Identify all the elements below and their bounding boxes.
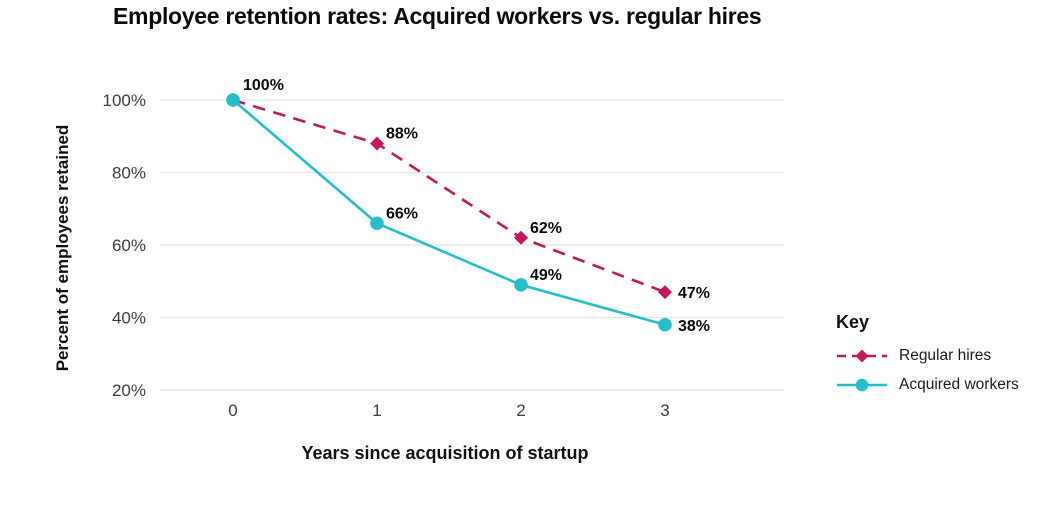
y-tick-label: 20% <box>112 381 146 400</box>
data-point-regular-hires-1 <box>370 136 384 151</box>
data-label-regular-hires-3: 47% <box>678 285 710 302</box>
data-point-regular-hires-3 <box>658 285 672 300</box>
y-tick-label: 40% <box>112 309 146 328</box>
line-acquired-workers <box>232 99 666 327</box>
data-point-acquired-workers-0 <box>226 93 240 107</box>
legend-marker-circle <box>855 378 869 391</box>
data-label-regular-hires-1: 88% <box>386 126 418 143</box>
legend-label: Acquired workers <box>899 375 1019 393</box>
legend-title: Key <box>836 312 870 332</box>
x-tick-label: 1 <box>372 401 381 420</box>
legend-marker-diamond <box>855 349 869 362</box>
data-point-acquired-workers-3 <box>658 317 672 332</box>
legend-label: Regular hires <box>899 346 992 364</box>
data-point-regular-hires-2 <box>514 230 528 245</box>
y-tick-label: 80% <box>112 164 146 183</box>
data-label-acquired-workers-0: 100% <box>243 77 284 94</box>
x-axis-label: Years since acquisition of startup <box>301 443 589 463</box>
y-tick-label: 100% <box>103 91 146 110</box>
legend-swatch-acquired-workers <box>837 378 887 391</box>
x-tick-label: 0 <box>228 401 237 420</box>
legend-item-acquired-workers: Acquired workers <box>836 370 1019 399</box>
legend-swatch-regular-hires <box>837 349 887 362</box>
legend-items: Regular hires Acquired workers <box>836 341 1019 399</box>
line-regular-hires <box>232 98 666 294</box>
data-label-acquired-workers-2: 49% <box>530 267 562 284</box>
y-axis-label: Percent of employees retained <box>53 124 72 372</box>
legend-item-regular-hires: Regular hires <box>836 341 1019 370</box>
data-label-acquired-workers-3: 38% <box>678 318 710 335</box>
x-tick-label: 2 <box>516 401 525 420</box>
data-point-acquired-workers-1 <box>370 216 384 231</box>
x-tick-label: 3 <box>660 401 669 420</box>
data-label-regular-hires-2: 62% <box>530 220 562 237</box>
legend: Key Regular hires Acquired workers <box>836 312 1019 399</box>
data-label-acquired-workers-1: 66% <box>386 205 418 222</box>
y-tick-label: 60% <box>112 236 146 255</box>
chart-title: Employee retention rates: Acquired worke… <box>113 3 762 29</box>
data-point-acquired-workers-2 <box>514 278 528 292</box>
